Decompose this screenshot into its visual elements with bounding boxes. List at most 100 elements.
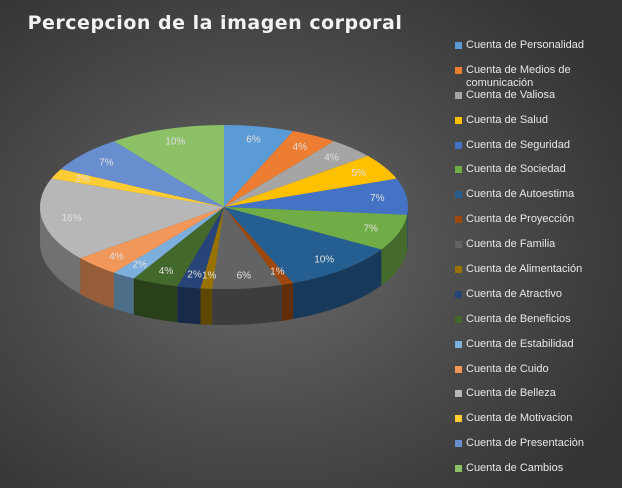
legend-entry: Cuenta de Estabilidad: [455, 338, 620, 363]
pie-side-cuenta-de-familia: [212, 284, 282, 325]
pie-slice-cuenta-de-valiosa: [224, 141, 368, 207]
pie-slice-cuenta-de-cuido: [80, 207, 224, 273]
pie-slice-cuenta-de-autoestima: [224, 207, 382, 284]
pie-slice-cuenta-de-familia: [212, 207, 282, 289]
legend-label: Cuenta de Salud: [466, 113, 548, 126]
pie-side-cuenta-de-cuido: [80, 258, 114, 309]
legend-swatch: [455, 315, 462, 323]
legend-swatch: [455, 116, 462, 124]
legend-entry: Cuenta de Motivacion: [455, 412, 620, 437]
legend-entry: Cuenta de Atractivo: [455, 288, 620, 313]
legend-entry: Cuenta de Beneficios: [455, 313, 620, 338]
data-label: 4%: [159, 266, 174, 277]
legend-entry: Cuenta de Autoestima: [455, 188, 620, 213]
pie-slice-cuenta-de-alimentaci-n: [200, 207, 224, 289]
pie-side-cuenta-de-seguridad: [407, 207, 408, 251]
data-label: 4%: [109, 252, 124, 263]
pie-slice-cuenta-de-atractivo: [177, 207, 224, 289]
legend-swatch: [455, 216, 462, 224]
pie-side-cuenta-de-autoestima: [293, 249, 382, 320]
data-label: 4%: [324, 153, 339, 164]
legend-swatch: [455, 66, 462, 74]
data-label: 4%: [293, 142, 308, 153]
pie-slice-cuenta-de-motivacion: [51, 169, 224, 207]
pie-slice-cuenta-de-belleza: [39, 178, 224, 259]
data-label: 2%: [187, 270, 202, 281]
legend-swatch: [455, 91, 462, 99]
legend-label: Cuenta de Belleza: [466, 387, 556, 400]
pie-side-cuenta-de-beneficios: [133, 278, 178, 323]
legend-swatch: [455, 266, 462, 274]
legend-swatch: [455, 42, 462, 49]
pie-side-cuenta-de-belleza: [40, 207, 81, 295]
legend-label: Cuenta de Seguridad: [466, 138, 570, 151]
legend-entry: Cuenta de Alimentación: [455, 263, 620, 288]
data-label: 2%: [75, 174, 90, 185]
legend-entry: Cuenta de Belleza: [455, 387, 620, 412]
chart-title: Percepcion de la imagen corporal: [27, 12, 403, 34]
pie-slice-cuenta-de-presentaci-n: [60, 141, 225, 207]
data-label: 7%: [99, 157, 114, 168]
data-label: 16%: [61, 213, 81, 224]
legend-entry: Cuenta de Cambios: [455, 462, 620, 487]
legend-entry: Cuenta de Seguridad: [455, 139, 620, 164]
legend-entry: Cuenta de Proyección: [455, 213, 620, 238]
legend-entry: Cuenta de Familia: [455, 238, 620, 263]
pie-side-cuenta-de-atractivo: [177, 286, 201, 325]
pie-side-cuenta-de-proyecci-n: [281, 283, 294, 321]
legend-label: Cuenta de Familia: [466, 238, 556, 251]
legend-label: Cuenta de Cambios: [466, 462, 564, 475]
legend-label: Cuenta de Atractivo: [466, 287, 563, 300]
data-label: 7%: [363, 224, 378, 235]
legend-label: Cuenta de Presentaciòn: [466, 437, 585, 450]
pie-side-cuenta-de-estabilidad: [113, 272, 134, 315]
pie-slice-cuenta-de-beneficios: [133, 207, 224, 287]
data-label: 2%: [132, 260, 147, 271]
data-label: 5%: [351, 168, 366, 179]
legend-label: Cuenta de Motivacion: [466, 412, 573, 425]
legend-label: Cuenta de Valiosa: [466, 88, 556, 101]
data-label: 1%: [270, 267, 285, 278]
data-label: 1%: [202, 271, 217, 282]
pie-slice-cuenta-de-seguridad: [224, 178, 408, 215]
pie-slice-cuenta-de-cambios: [113, 125, 224, 207]
data-label: 7%: [370, 193, 385, 204]
pie-slice-cuenta-de-salud: [224, 155, 397, 207]
legend-label: Cuenta de Cuido: [466, 362, 549, 375]
legend-swatch: [455, 241, 462, 249]
legend-entry: Cuenta de Personalidad: [455, 39, 620, 64]
pie-side-cuenta-de-sociedad: [381, 214, 408, 286]
pie-sides: [40, 207, 408, 325]
legend-swatch: [455, 415, 462, 423]
pie-tops: [39, 125, 408, 289]
legend-swatch: [455, 141, 462, 149]
legend-swatch: [455, 440, 462, 448]
legend-label: Cuenta de Sociedad: [466, 163, 566, 176]
legend-swatch: [455, 390, 462, 398]
legend-label: Cuenta de Medios de comunicación: [466, 63, 571, 89]
legend-swatch: [455, 465, 462, 473]
legend-swatch: [455, 365, 462, 373]
legend-label: Cuenta de Beneficios: [466, 312, 571, 325]
pie-labels: 6%4%4%5%7%7%10%1%6%1%2%4%2%4%16%2%7%10%: [61, 134, 384, 281]
legend-entry: Cuenta de Sociedad: [455, 163, 620, 188]
data-label: 10%: [314, 254, 334, 265]
legend-swatch: [455, 191, 462, 199]
legend-entry: Cuenta de Presentaciòn: [455, 437, 620, 462]
legend-swatch: [455, 340, 462, 348]
legend-swatch: [455, 290, 462, 298]
legend-label: Cuenta de Estabilidad: [466, 337, 574, 350]
pie-side-cuenta-de-alimentaci-n: [200, 288, 213, 325]
pie-slice-cuenta-de-medios-de-comunicaci-n: [224, 130, 335, 207]
legend-entry: Cuenta de Salud: [455, 114, 620, 139]
pie-slice-cuenta-de-estabilidad: [113, 207, 224, 279]
legend: Cuenta de Personalidad Cuenta de Medios d…: [455, 39, 620, 487]
legend-swatch: [455, 166, 462, 174]
legend-entry: Cuenta de Medios de comunicación: [455, 64, 620, 89]
pie-slice-cuenta-de-personalidad: [224, 125, 294, 207]
pie-slice-cuenta-de-proyecci-n: [224, 207, 294, 285]
legend-label: Cuenta de Personalidad: [466, 39, 585, 51]
data-label: 10%: [165, 137, 185, 148]
